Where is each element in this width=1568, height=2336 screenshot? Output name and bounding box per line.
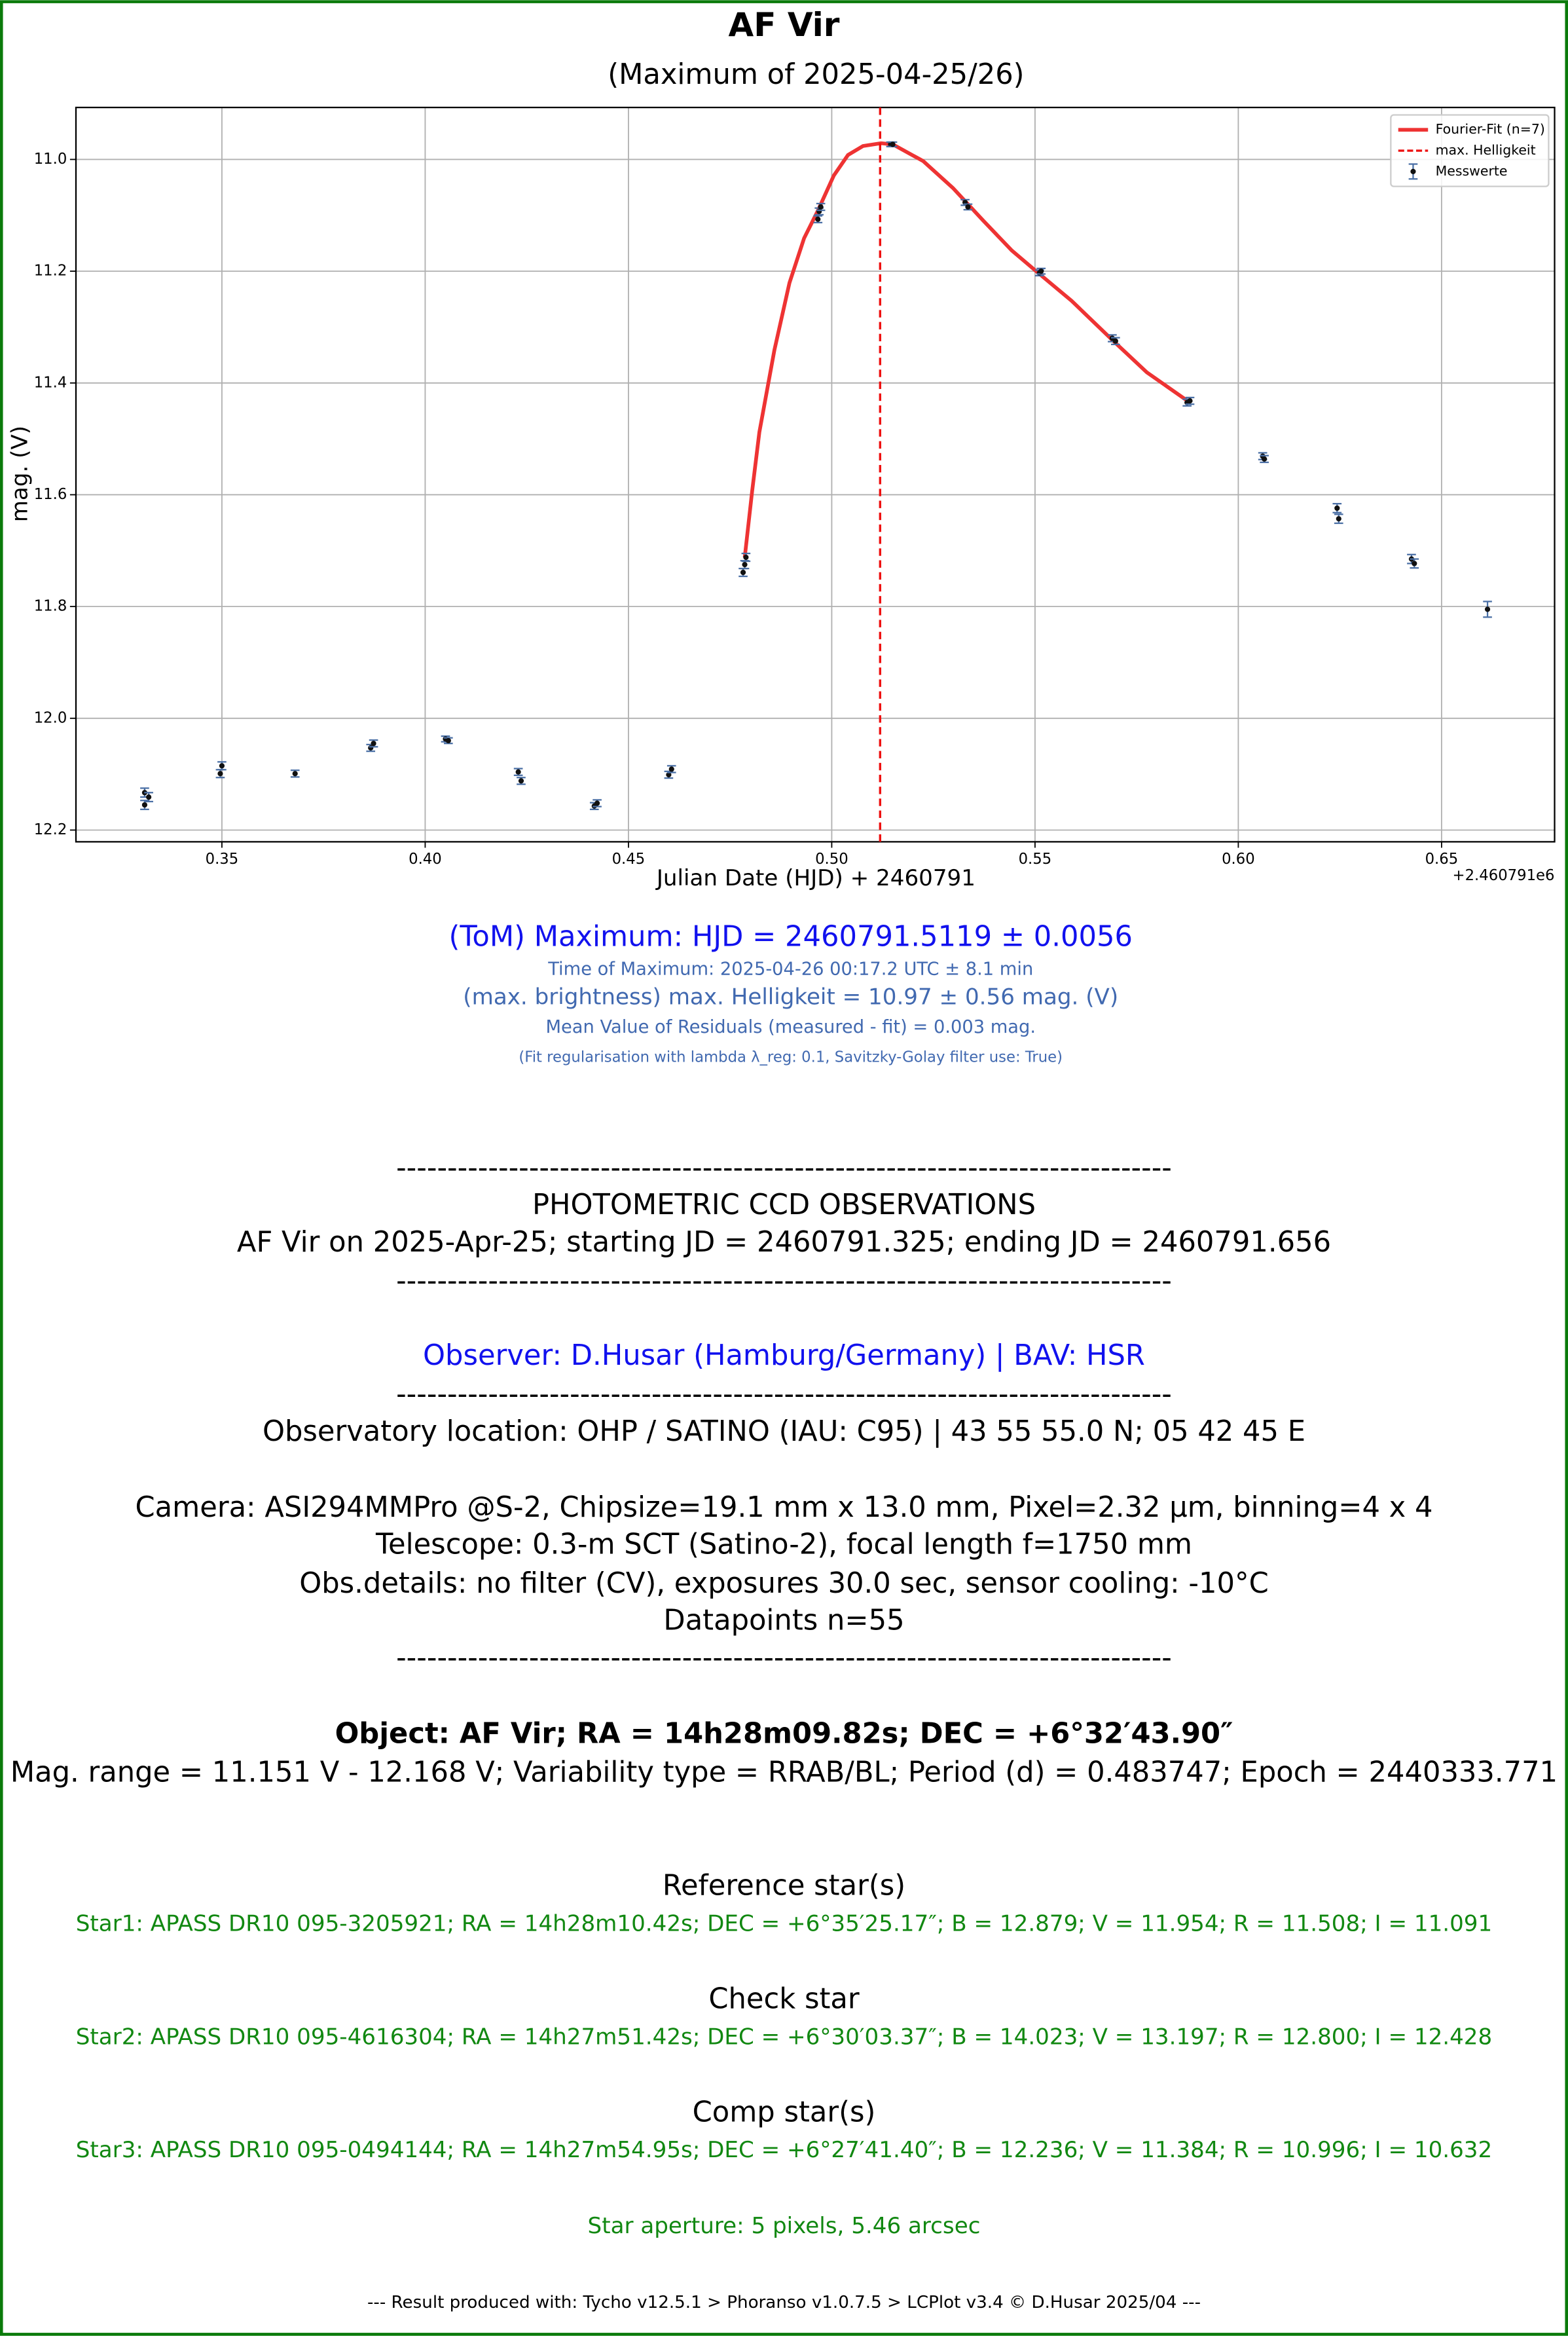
telescope: Telescope: 0.3-m SCT (Satino-2), focal l… [375, 1529, 1192, 1561]
check-title: Check star [708, 1982, 860, 2015]
data-point [1334, 505, 1340, 511]
separator: ----------------------------------------… [396, 1151, 1172, 1184]
y-axis-label: mag. (V) [7, 426, 33, 522]
data-point [146, 794, 152, 800]
data-point [1484, 606, 1491, 612]
heading: PHOTOMETRIC CCD OBSERVATIONS [532, 1189, 1036, 1221]
plot-frame [75, 106, 1556, 843]
x-tick-label: 0.65 [1425, 851, 1459, 868]
x-tick-label: 0.55 [1019, 851, 1052, 868]
observer: Observer: D.Husar (Hamburg/Germany) | BA… [423, 1339, 1145, 1372]
x-tick-label: 0.40 [409, 851, 442, 868]
data-point [965, 204, 971, 210]
chart-subtitle: (Maximum of 2025-04-25/26) [608, 58, 1024, 91]
data-point [818, 204, 824, 210]
reference-star: Star1: APASS DR10 095-3205921; RA = 14h2… [76, 1910, 1492, 1937]
data-point [742, 562, 748, 568]
maximum-result: (ToM) Maximum: HJD = 2460791.5119 ± 0.00… [449, 921, 1133, 954]
x-tick-label: 0.60 [1222, 851, 1255, 868]
data-point [371, 741, 376, 747]
data-point [1412, 561, 1417, 566]
y-tick-label: 11.6 [34, 486, 67, 503]
time-of-maximum: Time of Maximum: 2025-04-26 00:17.2 UTC … [547, 959, 1033, 979]
data-point [445, 737, 451, 744]
data-point [594, 800, 600, 806]
legend-label: max. Helligkeit [1436, 142, 1536, 158]
obs-details: Obs.details: no filter (CV), exposures 3… [299, 1567, 1269, 1600]
location: Observatory location: OHP / SATINO (IAU:… [263, 1415, 1305, 1448]
y-tick-label: 11.0 [34, 151, 67, 168]
x-axis-label: Julian Date (HJD) + 2460791 [655, 865, 975, 891]
data-point [740, 569, 746, 576]
fit-note: (Fit regularisation with lambda λ_reg: 0… [519, 1049, 1063, 1066]
x-offset-label: +2.460791e6 [1453, 867, 1555, 884]
plot: 0.35 0.40 0.45 0.50 0.55 0.60 0.65 11.0 11.2 11.4… [34, 106, 1556, 868]
x-tick-label: 0.50 [815, 851, 848, 868]
object: Object: AF Vir; RA = 14h28m09.82s; DEC =… [335, 1718, 1233, 1751]
x-tick-label: 0.35 [206, 851, 239, 868]
comp-star: Star3: APASS DR10 095-0494144; RA = 14h2… [76, 2137, 1492, 2163]
data-point [1112, 338, 1118, 344]
legend-label: Messwerte [1436, 163, 1508, 179]
check-star: Star2: APASS DR10 095-4616304; RA = 14h2… [76, 2024, 1492, 2050]
separator: ----------------------------------------… [396, 1265, 1172, 1297]
y-tick-label: 12.2 [34, 821, 67, 838]
summary: AF Vir on 2025-Apr-25; starting JD = 246… [237, 1226, 1331, 1259]
data-point [368, 745, 374, 751]
legend-box [1390, 114, 1550, 187]
data-point [668, 766, 674, 772]
data-point [292, 771, 298, 777]
camera: Camera: ASI294MMPro @S-2, Chipsize=19.1 … [136, 1491, 1433, 1524]
data-point [815, 216, 821, 222]
residuals: Mean Value of Residuals (measured - fit)… [545, 1017, 1036, 1037]
data-point [1336, 516, 1341, 522]
x-tick-label: 0.45 [612, 851, 646, 868]
data-point [141, 802, 148, 808]
data-point [890, 141, 896, 147]
data-point [743, 554, 749, 561]
data-point [518, 778, 524, 784]
data-point [1187, 398, 1193, 404]
y-tick-label: 11.4 [34, 374, 67, 391]
data-point [1262, 456, 1267, 462]
y-tick-label: 11.2 [34, 263, 67, 280]
datapoints: Datapoints n=55 [663, 1604, 904, 1637]
legend-label: Fourier-Fit (n=7) [1436, 121, 1545, 137]
data-point [666, 771, 672, 778]
legend-swatch [1410, 168, 1416, 174]
separator: ----------------------------------------… [396, 1642, 1172, 1675]
aperture: Star aperture: 5 pixels, 5.46 arcsec [588, 2213, 981, 2239]
data-point [515, 769, 521, 775]
data-point [217, 771, 223, 777]
max-brightness: (max. brightness) max. Helligkeit = 10.9… [463, 984, 1118, 1010]
reference-title: Reference star(s) [663, 1870, 905, 1902]
y-tick-label: 11.8 [34, 598, 67, 615]
separator: ----------------------------------------… [396, 1378, 1172, 1411]
footer: --- Result produced with: Tycho v12.5.1 … [367, 2293, 1201, 2312]
data-point [219, 763, 225, 769]
data-point [1038, 269, 1044, 274]
comp-title: Comp star(s) [693, 2096, 876, 2128]
chart-title: AF Vir [729, 6, 840, 44]
object-info: Mag. range = 11.151 V - 12.168 V; Variab… [10, 1756, 1558, 1789]
y-tick-label: 12.0 [34, 709, 67, 726]
